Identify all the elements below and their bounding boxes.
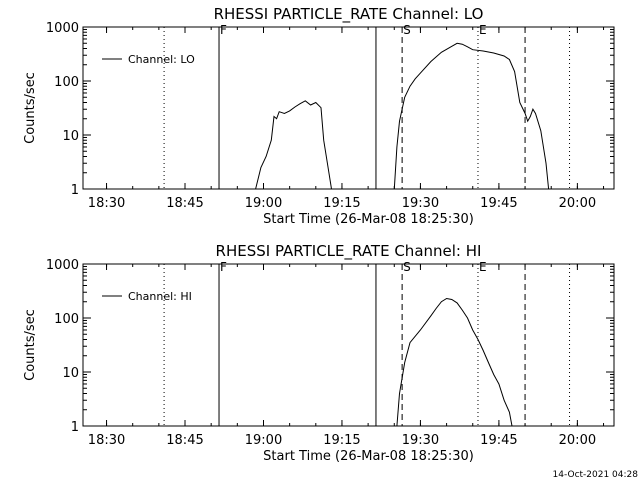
y-tick-label: 1000 bbox=[46, 258, 79, 273]
event-marker-label: S bbox=[403, 260, 411, 274]
chart-title: RHESSI PARTICLE_RATE Channel: LO bbox=[214, 5, 484, 24]
plot-frame bbox=[82, 263, 615, 427]
y-tick-label: 100 bbox=[54, 312, 79, 327]
y-tick-label: 10 bbox=[62, 366, 79, 381]
x-tick-label: 19:15 bbox=[323, 433, 360, 448]
x-axis-label: Start Time (26-Mar-08 18:25:30) bbox=[263, 212, 474, 227]
legend-label: Channel: HI bbox=[128, 290, 192, 303]
timestamp-footer: 14-Oct-2021 04:28 bbox=[553, 470, 639, 480]
y-tick-label: 1000 bbox=[46, 21, 79, 36]
x-tick-label: 19:15 bbox=[323, 196, 360, 211]
chart-panel-1: RHESSI PARTICLE_RATE Channel: LO 18:30 18:… bbox=[23, 5, 615, 227]
x-tick-label: 20:00 bbox=[559, 196, 596, 211]
x-tick-label: 19:30 bbox=[402, 433, 439, 448]
event-marker-label: S bbox=[403, 23, 411, 37]
x-tick-label: 19:45 bbox=[480, 433, 517, 448]
series-line bbox=[393, 42, 550, 190]
event-marker-label: F bbox=[220, 23, 227, 37]
x-tick-label: 18:45 bbox=[166, 196, 203, 211]
x-axis-label: Start Time (26-Mar-08 18:25:30) bbox=[263, 449, 474, 464]
event-marker-label: E bbox=[479, 260, 487, 274]
y-tick-label: 1 bbox=[71, 420, 79, 435]
series-line bbox=[396, 297, 513, 427]
x-tick-label: 18:45 bbox=[166, 433, 203, 448]
event-marker-label: E bbox=[479, 23, 487, 37]
plot-frame bbox=[82, 26, 615, 190]
x-tick-label: 19:30 bbox=[402, 196, 439, 211]
x-tick-label: 18:30 bbox=[88, 196, 125, 211]
y-tick-label: 100 bbox=[54, 75, 79, 90]
x-tick-label: 20:00 bbox=[559, 433, 596, 448]
y-tick-label: 10 bbox=[62, 129, 79, 144]
chart-title: RHESSI PARTICLE_RATE Channel: HI bbox=[216, 242, 482, 261]
series-line bbox=[255, 100, 332, 190]
x-tick-label: 19:45 bbox=[480, 196, 517, 211]
legend-label: Channel: LO bbox=[128, 53, 195, 66]
event-marker-label: F bbox=[220, 260, 227, 274]
x-tick-label: 18:30 bbox=[88, 433, 125, 448]
x-tick-label: 19:00 bbox=[245, 433, 282, 448]
y-axis-label: Counts/sec bbox=[23, 309, 38, 381]
chart-panel-2: RHESSI PARTICLE_RATE Channel: HI 18:30 18:… bbox=[23, 242, 615, 464]
x-tick-label: 19:00 bbox=[245, 196, 282, 211]
y-tick-label: 1 bbox=[71, 183, 79, 198]
y-axis-label: Counts/sec bbox=[23, 72, 38, 144]
